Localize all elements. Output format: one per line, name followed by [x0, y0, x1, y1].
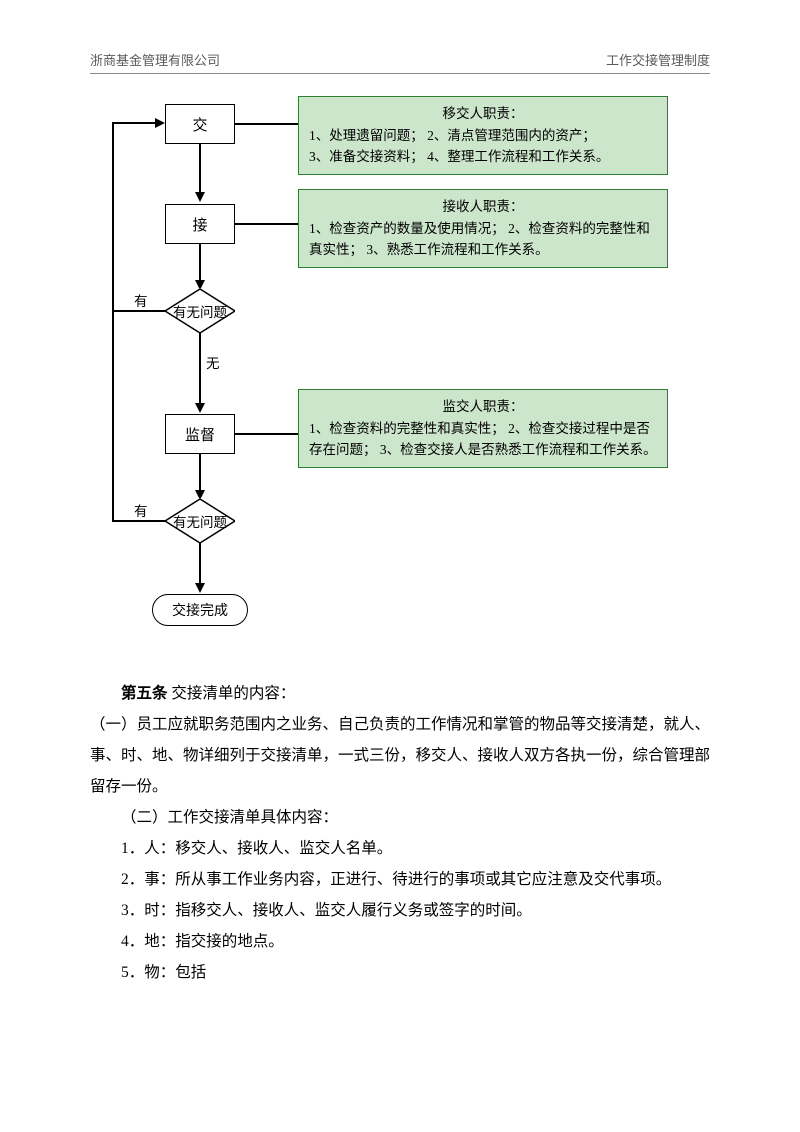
node-receive: 接 — [165, 204, 235, 244]
header-right: 工作交接管理制度 — [606, 50, 710, 69]
feedback-line-vertical — [112, 122, 114, 522]
document-body: 第五条 交接清单的内容： （一）员工应就职务范围内之业务、自己负责的工作情况和掌… — [90, 678, 710, 988]
edge-d2-yes — [112, 520, 165, 522]
connector-c1 — [235, 123, 298, 125]
handover-flowchart: 交 移交人职责： 1、处理遗留问题； 2、清点管理范围内的资产； 3、准备交接资… — [90, 94, 710, 654]
callout-transferor-text: 1、处理遗留问题； 2、清点管理范围内的资产； 3、准备交接资料； 4、整理工作… — [309, 128, 609, 165]
callout-transferor: 移交人职责： 1、处理遗留问题； 2、清点管理范围内的资产； 3、准备交接资料；… — [298, 96, 668, 175]
node-handover-label: 交 — [192, 114, 207, 135]
feedback-line-top — [112, 122, 159, 124]
edge-d1-no — [199, 333, 201, 405]
node-supervise: 监督 — [165, 414, 235, 454]
edge-n2-d1 — [199, 244, 201, 282]
para-5: 3．时：指移交人、接收人、监交人履行义务或签字的时间。 — [90, 895, 710, 926]
edge-d1-yes-label: 有 — [134, 290, 148, 310]
connector-c2 — [235, 223, 298, 225]
callout-receiver: 接收人职责： 1、检查资产的数量及使用情况； 2、检查资料的完整性和真实性； 3… — [298, 189, 668, 268]
edge-d2-yes-label: 有 — [134, 500, 148, 520]
article-5-rest: 交接清单的内容： — [168, 685, 296, 702]
para-7: 5．物：包括 — [90, 957, 710, 988]
decision-1: 有无问题 — [165, 289, 235, 333]
callout-supervisor-title: 监交人职责： — [309, 396, 657, 418]
edge-d1-yes — [112, 310, 165, 312]
header-left: 浙商基金管理有限公司 — [90, 50, 220, 69]
callout-transferor-title: 移交人职责： — [309, 103, 657, 125]
edge-d1-no-head — [195, 403, 205, 413]
decision-1-label: 有无问题 — [173, 301, 227, 321]
callout-receiver-title: 接收人职责： — [309, 196, 657, 218]
feedback-arrowhead — [155, 118, 165, 128]
connector-c3 — [235, 433, 298, 435]
node-supervise-label: 监督 — [185, 424, 215, 445]
para-1: （一）员工应就职务范围内之业务、自己负责的工作情况和掌管的物品等交接清楚，就人、… — [90, 709, 710, 802]
node-receive-label: 接 — [192, 214, 207, 235]
edge-d2-end-head — [195, 583, 205, 593]
header-divider — [90, 73, 710, 74]
para-6: 4．地：指交接的地点。 — [90, 926, 710, 957]
para-2: （二）工作交接清单具体内容： — [90, 802, 710, 833]
node-complete-label: 交接完成 — [172, 600, 228, 620]
para-3: 1．人：移交人、接收人、监交人名单。 — [90, 833, 710, 864]
edge-d1-no-label: 无 — [206, 352, 220, 372]
para-4: 2．事：所从事工作业务内容，正进行、待进行的事项或其它应注意及交代事项。 — [121, 871, 671, 888]
edge-n3-d2 — [199, 454, 201, 492]
edge-d2-end — [199, 543, 201, 585]
article-5-title: 第五条 交接清单的内容： — [90, 678, 710, 709]
node-handover: 交 — [165, 104, 235, 144]
callout-receiver-text: 1、检查资产的数量及使用情况； 2、检查资料的完整性和真实性； 3、熟悉工作流程… — [309, 221, 650, 258]
edge-n1-n2-head — [195, 192, 205, 202]
decision-2: 有无问题 — [165, 499, 235, 543]
edge-n1-n2 — [199, 144, 201, 194]
article-5-label: 第五条 — [121, 685, 168, 702]
decision-2-label: 有无问题 — [173, 511, 227, 531]
callout-supervisor-text: 1、检查资料的完整性和真实性； 2、检查交接过程中是否存在问题； 3、检查交接人… — [309, 421, 657, 458]
callout-supervisor: 监交人职责： 1、检查资料的完整性和真实性； 2、检查交接过程中是否存在问题； … — [298, 389, 668, 468]
node-complete: 交接完成 — [152, 594, 248, 626]
